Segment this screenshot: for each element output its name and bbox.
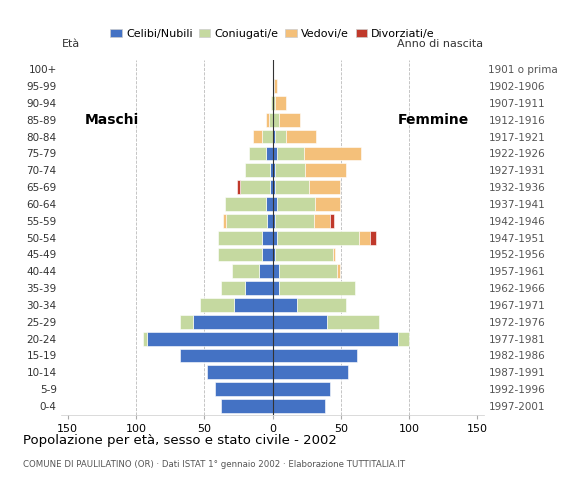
Bar — [273, 197, 277, 211]
Bar — [237, 180, 240, 194]
Bar — [262, 130, 273, 144]
Bar — [358, 231, 369, 244]
Bar — [277, 197, 315, 211]
Bar — [273, 146, 277, 160]
Bar — [273, 130, 275, 144]
Text: COMUNE DI PAULILATINO (OR) · Dati ISTAT 1° gennaio 2002 · Elaborazione TUTTITALI: COMUNE DI PAULILATINO (OR) · Dati ISTAT … — [23, 460, 405, 469]
Bar — [315, 197, 339, 211]
Bar — [337, 264, 339, 278]
Bar — [287, 130, 316, 144]
Bar — [273, 281, 280, 295]
Bar — [276, 248, 333, 261]
Text: Maschi: Maschi — [84, 113, 139, 127]
Bar — [280, 264, 337, 278]
Bar — [143, 332, 147, 346]
Bar — [240, 180, 270, 194]
Bar — [297, 298, 346, 312]
Bar — [267, 214, 273, 228]
Bar — [276, 130, 287, 144]
Bar — [273, 332, 398, 346]
Bar — [234, 298, 273, 312]
Bar — [280, 281, 354, 295]
Bar — [245, 281, 273, 295]
Bar — [276, 96, 287, 110]
Bar — [274, 79, 277, 93]
Bar — [266, 146, 273, 160]
Bar — [276, 214, 314, 228]
Bar — [273, 348, 357, 362]
Bar — [273, 365, 348, 379]
Bar — [180, 348, 273, 362]
Bar — [269, 113, 273, 127]
Bar — [277, 231, 358, 244]
Bar — [147, 332, 273, 346]
Bar — [262, 231, 273, 244]
Bar — [273, 163, 275, 177]
Bar — [273, 113, 280, 127]
Bar — [180, 315, 193, 329]
Bar — [271, 96, 273, 110]
Bar — [273, 96, 275, 110]
Text: Età: Età — [62, 39, 81, 49]
Bar — [231, 264, 259, 278]
Text: Anno di nascita: Anno di nascita — [397, 39, 483, 49]
Bar — [314, 214, 330, 228]
Bar — [270, 180, 273, 194]
Bar — [218, 248, 262, 261]
Bar — [215, 382, 273, 396]
Bar — [221, 399, 273, 413]
Bar — [225, 197, 266, 211]
Bar — [398, 332, 409, 346]
Bar — [273, 79, 274, 93]
Bar — [273, 399, 324, 413]
Bar — [200, 298, 234, 312]
Legend: Celibi/Nubili, Coniugati/e, Vedovi/e, Divorziati/e: Celibi/Nubili, Coniugati/e, Vedovi/e, Di… — [106, 24, 439, 44]
Bar — [270, 163, 273, 177]
Bar — [280, 113, 300, 127]
Bar — [223, 214, 226, 228]
Bar — [273, 231, 277, 244]
Bar — [253, 130, 262, 144]
Bar — [259, 264, 273, 278]
Bar — [273, 382, 330, 396]
Bar — [226, 214, 267, 228]
Text: Femmine: Femmine — [398, 113, 469, 127]
Bar — [266, 113, 269, 127]
Bar — [273, 214, 275, 228]
Bar — [273, 264, 280, 278]
Bar — [304, 146, 361, 160]
Bar — [221, 281, 245, 295]
Bar — [306, 163, 346, 177]
Bar — [218, 231, 262, 244]
Bar — [327, 315, 379, 329]
Bar — [193, 315, 273, 329]
Bar — [273, 298, 297, 312]
Bar — [369, 231, 376, 244]
Bar — [273, 315, 327, 329]
Bar — [273, 248, 275, 261]
Bar — [249, 146, 266, 160]
Bar — [310, 180, 339, 194]
Bar — [266, 197, 273, 211]
Bar — [262, 248, 273, 261]
Bar — [277, 146, 304, 160]
Bar — [276, 180, 310, 194]
Bar — [273, 180, 275, 194]
Bar — [207, 365, 273, 379]
Bar — [276, 163, 306, 177]
Bar — [330, 214, 334, 228]
Bar — [333, 248, 335, 261]
Text: Popolazione per età, sesso e stato civile - 2002: Popolazione per età, sesso e stato civil… — [23, 434, 337, 447]
Bar — [245, 163, 270, 177]
